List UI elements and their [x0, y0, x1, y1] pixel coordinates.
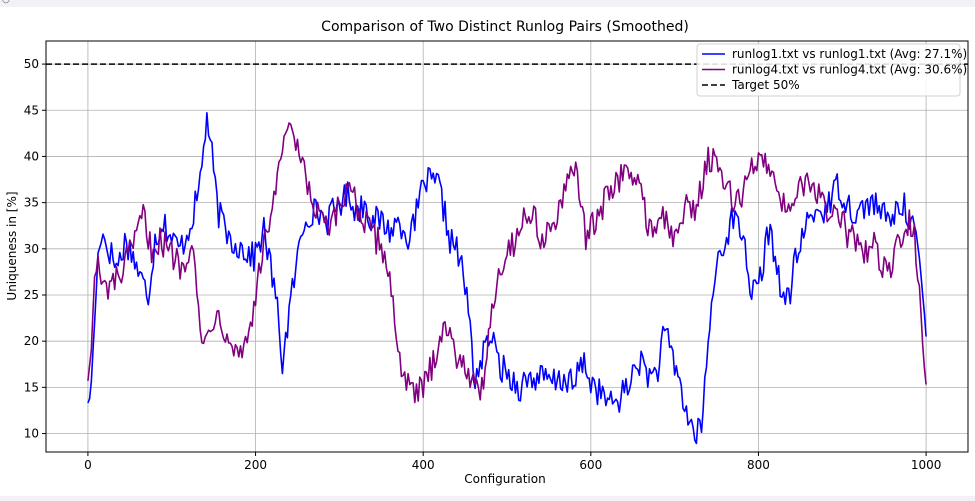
- series-layer: [87, 112, 927, 445]
- legend-label: runlog1.txt vs runlog1.txt (Avg: 27.1%): [732, 47, 967, 61]
- x-tick-label: 400: [412, 458, 435, 472]
- y-tick-label: 15: [24, 380, 39, 394]
- x-ticks: 0 200 400 600 800 1000: [84, 452, 941, 472]
- legend-label: runlog4.txt vs runlog4.txt (Avg: 30.6%): [732, 63, 967, 77]
- legend-box: [696, 43, 961, 97]
- chart-title: Comparison of Two Distinct Runlog Pairs …: [321, 19, 689, 35]
- x-axis-label: Configuration: [464, 472, 545, 486]
- window-bottom-strip: [0, 496, 975, 501]
- y-tick-label: 10: [24, 427, 39, 441]
- y-tick-label: 45: [24, 103, 39, 117]
- x-tick-label: 200: [244, 458, 267, 472]
- series-line-2: [87, 122, 927, 404]
- y-tick-label: 25: [24, 288, 39, 302]
- circle-icon: ○: [2, 0, 10, 5]
- y-axis-label: Uniqueness in [%]: [5, 191, 19, 300]
- x-tick-label: 1000: [911, 458, 942, 472]
- plot-frame: [45, 40, 969, 453]
- x-tick-label: 600: [579, 458, 602, 472]
- series-line-1: [87, 112, 927, 445]
- y-tick-label: 20: [24, 334, 39, 348]
- window-top-strip: ○: [0, 0, 975, 7]
- y-tick-label: 50: [24, 57, 39, 71]
- legend-label: Target 50%: [731, 78, 800, 92]
- x-tick-label: 800: [747, 458, 770, 472]
- grid: [46, 41, 968, 452]
- y-tick-label: 40: [24, 149, 39, 163]
- x-tick-label: 0: [84, 458, 92, 472]
- y-ticks: 10 15 20 25 30 35 40 45 50: [24, 57, 46, 441]
- y-tick-label: 30: [24, 242, 39, 256]
- legend: runlog1.txt vs runlog1.txt (Avg: 27.1%) r…: [696, 43, 967, 97]
- y-tick-label: 35: [24, 196, 39, 210]
